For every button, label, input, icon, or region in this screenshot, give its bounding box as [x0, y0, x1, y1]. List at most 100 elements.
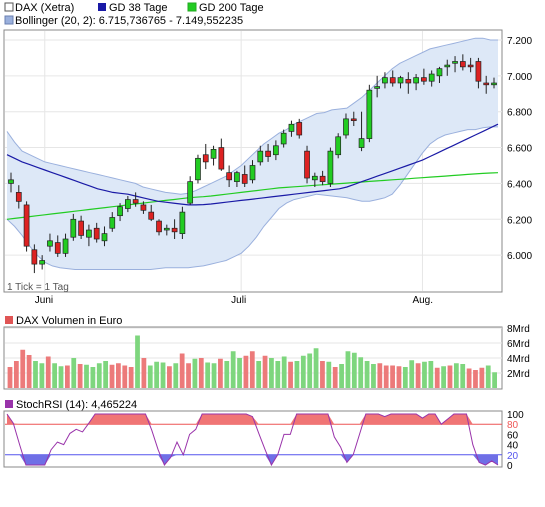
candle-up [491, 82, 497, 86]
volume-bar [13, 361, 19, 388]
volume-legend: DAX Volumen in Euro [16, 315, 122, 327]
volume-bar [154, 361, 160, 388]
volume-bar [390, 365, 395, 388]
volume-bar [447, 365, 453, 388]
legend-swatch-bollinger [4, 15, 14, 25]
candle-up [444, 64, 451, 68]
candle-up [358, 138, 365, 148]
legend-swatch-dax [4, 2, 14, 12]
volume-bar [358, 357, 364, 388]
volume-bar [313, 348, 319, 388]
candle-up [249, 165, 256, 181]
candle-up [109, 217, 116, 229]
x-tick-label: Juli [231, 295, 246, 306]
legend-swatch-gd38 [98, 3, 106, 11]
candle-down [389, 77, 396, 84]
volume-bar [198, 358, 204, 388]
stoch-overbought-fill [7, 414, 498, 425]
volume-bar [211, 363, 217, 388]
volume-bar [300, 355, 306, 388]
candle-up [280, 132, 287, 145]
candle-up [397, 77, 404, 84]
candle-down [54, 242, 61, 254]
volume-bar [415, 363, 421, 388]
price-y-axis: 6.000 6.200 6.400 6.600 6.800 7.000 7.200 [507, 36, 532, 262]
volume-tick-label: 6Mrd [507, 339, 530, 350]
volume-tick-label: 8Mrd [507, 324, 530, 335]
legend-swatch-volume [5, 316, 13, 324]
volume-bar [466, 368, 472, 388]
candle-up [257, 150, 264, 163]
volume-bar [243, 355, 249, 388]
volume-bar [20, 349, 26, 388]
volume-bar [186, 363, 191, 388]
volume-bar [96, 363, 102, 388]
volume-bar [26, 355, 32, 388]
volume-tick-label: 4Mrd [507, 354, 530, 365]
legend-gd200: GD 200 Tage [199, 2, 264, 14]
candle-up [8, 179, 14, 184]
price-tick-label: 6.200 [507, 215, 532, 226]
candle-up [62, 238, 69, 254]
candle-down [202, 154, 209, 163]
volume-bar [479, 367, 485, 388]
volume-y-axis: 2Mrd 4Mrd 6Mrd 8Mrd [507, 324, 530, 380]
candle-down [296, 122, 303, 136]
candle-down [319, 175, 326, 182]
legend-swatch-stoch [5, 400, 13, 408]
volume-bar [58, 366, 64, 388]
volume-bar [434, 367, 440, 388]
volume-bar [109, 364, 115, 388]
candle-up [311, 175, 318, 181]
volume-bar [7, 367, 13, 388]
price-tick-label: 6.400 [507, 179, 532, 190]
legend-bollinger: Bollinger (20, 2): 6.715,736765 - 7.149,… [15, 15, 243, 27]
legend-swatch-gd200 [187, 2, 197, 12]
candle-down [15, 192, 22, 202]
stoch-tick-label: 20 [507, 451, 519, 462]
volume-bar [103, 361, 109, 388]
candle-up [70, 218, 77, 238]
volume-bar [64, 365, 70, 388]
volume-bar [77, 364, 83, 388]
candle-down [93, 227, 100, 240]
candle-down [156, 220, 162, 233]
stoch-tick-label: 100 [507, 410, 524, 421]
candle-down [31, 249, 38, 265]
candle-down [171, 227, 178, 233]
candle-up [86, 229, 92, 238]
price-tick-label: 6.000 [507, 251, 532, 262]
candle-up [210, 148, 217, 159]
candle-up [382, 77, 388, 84]
volume-bar [262, 355, 268, 388]
candle-up [327, 150, 334, 184]
volume-bar [269, 358, 274, 388]
candle-down [148, 211, 155, 220]
volume-bar [281, 356, 287, 388]
volume-bar [192, 358, 198, 388]
volume-bar [402, 367, 408, 388]
volume-bars [7, 335, 497, 388]
candle-up [234, 172, 240, 182]
candle-up [428, 73, 435, 82]
candle-down [78, 220, 84, 236]
volume-bar [371, 364, 376, 388]
legend-gd38: GD 38 Tage [109, 2, 168, 14]
candle-down [218, 147, 225, 170]
volume-bar [326, 361, 332, 388]
stoch-rsi-line [6, 413, 499, 467]
stoch-tick-label: 40 [507, 441, 519, 452]
volume-bar [224, 361, 230, 388]
volume-bar [33, 361, 38, 388]
candle-up [335, 136, 342, 156]
candle-down [241, 174, 248, 184]
volume-bar [147, 365, 153, 388]
candle-up [452, 61, 458, 64]
volume-bar [288, 361, 293, 388]
volume-bar [237, 358, 242, 388]
candle-down [140, 204, 147, 211]
x-axis: Juni Juli Aug. [35, 295, 433, 306]
candle-up [163, 227, 170, 231]
volume-bar [249, 351, 255, 388]
